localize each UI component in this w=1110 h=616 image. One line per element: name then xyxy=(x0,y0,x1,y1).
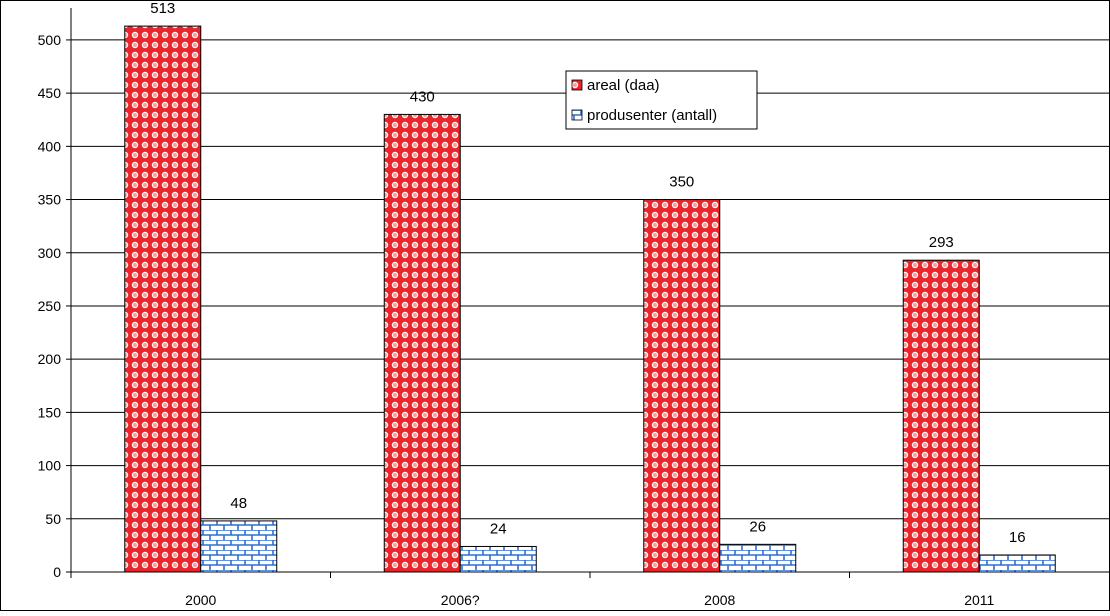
x-tick-label: 2000 xyxy=(185,592,216,608)
legend-label-produsenter: produsenter (antall) xyxy=(587,107,717,124)
y-tick-label: 450 xyxy=(38,85,62,101)
bar-produsenter xyxy=(200,520,278,573)
y-tick-label: 150 xyxy=(38,404,62,420)
y-tick-label: 200 xyxy=(38,351,62,367)
y-tick-label: 400 xyxy=(38,138,62,154)
y-tick-label: 50 xyxy=(45,511,61,527)
y-tick-label: 500 xyxy=(38,32,62,48)
data-label: 430 xyxy=(410,88,435,105)
legend-swatch-produsenter xyxy=(571,109,583,121)
y-tick-label: 0 xyxy=(53,564,61,580)
bar-produsenter xyxy=(719,543,797,573)
bar-areal xyxy=(124,25,202,573)
data-label: 350 xyxy=(669,174,694,191)
y-tick-label: 250 xyxy=(38,298,62,314)
bar-areal xyxy=(383,113,461,573)
bar-areal xyxy=(643,199,721,573)
axes: 0 50 100 150 200 250 300 350 400 450 500 2000 2006? 2… xyxy=(38,8,1109,608)
legend-box xyxy=(565,70,758,130)
legend-label-areal: areal (daa) xyxy=(587,77,660,94)
y-tick-label: 350 xyxy=(38,192,62,208)
data-labels: 513 430 350 293 48 24 26 16 xyxy=(150,0,1025,546)
y-tick-label: 100 xyxy=(38,458,62,474)
data-label: 48 xyxy=(230,495,247,512)
legend-swatch-areal xyxy=(571,79,583,91)
legend: areal (daa) produsenter (antall) xyxy=(565,70,758,130)
data-label: 513 xyxy=(150,0,175,17)
bar-areal xyxy=(902,259,980,573)
bar-produsenter xyxy=(978,554,1056,573)
data-label: 24 xyxy=(490,520,507,537)
data-label: 293 xyxy=(929,234,954,251)
bar-produsenter xyxy=(459,545,537,573)
x-tick-label: 2006? xyxy=(441,592,480,608)
data-label: 26 xyxy=(749,518,766,535)
x-tick-label: 2008 xyxy=(704,592,735,608)
x-tick-label: 2011 xyxy=(964,592,994,608)
y-tick-label: 300 xyxy=(38,245,62,261)
data-label: 16 xyxy=(1009,529,1026,546)
